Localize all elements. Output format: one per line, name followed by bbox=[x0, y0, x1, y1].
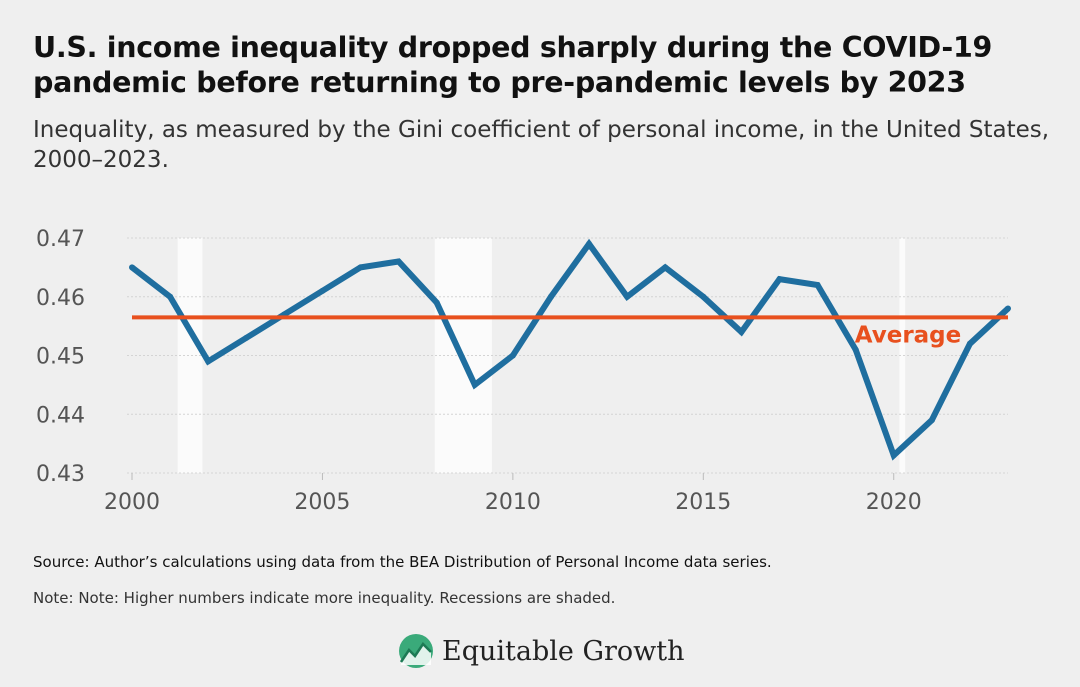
data-point-2005 bbox=[319, 287, 326, 294]
x-axis-ticks: 2000 2005 2010 2015 2020 bbox=[104, 473, 922, 515]
data-point-2008 bbox=[433, 299, 440, 306]
data-point-2002 bbox=[205, 358, 212, 365]
x-tick-label: 2010 bbox=[485, 490, 541, 515]
x-tick-label: 2005 bbox=[294, 490, 350, 515]
gridlines bbox=[127, 237, 1008, 474]
data-point-2007 bbox=[395, 258, 402, 265]
data-point-2023 bbox=[1005, 305, 1011, 312]
data-point-2015 bbox=[700, 293, 707, 300]
data-point-2009 bbox=[471, 381, 478, 388]
line-chart: 0.43 0.44 0.45 0.46 0.47 2000 2005 2010 2015 202… bbox=[36, 227, 1011, 515]
data-point-2017 bbox=[776, 276, 783, 283]
x-tick-label: 2020 bbox=[866, 490, 922, 515]
data-point-2021 bbox=[928, 417, 935, 424]
series-line-gini bbox=[130, 238, 1011, 461]
y-tick-label: 0.46 bbox=[36, 286, 85, 311]
x-tick-label: 2015 bbox=[675, 490, 731, 515]
y-tick-label: 0.44 bbox=[36, 403, 85, 428]
data-point-2010 bbox=[509, 352, 516, 359]
data-point-2012 bbox=[586, 240, 593, 247]
brand-name: Equitable Growth bbox=[442, 635, 685, 667]
data-point-2018 bbox=[814, 282, 821, 288]
y-tick-label: 0.45 bbox=[36, 345, 85, 370]
source-note: Source: Author’s calculations using data… bbox=[33, 553, 772, 571]
chart-note: Note: Note: Higher numbers indicate more… bbox=[33, 589, 616, 607]
data-point-2022 bbox=[966, 340, 973, 347]
data-point-2006 bbox=[357, 264, 364, 271]
data-point-2013 bbox=[624, 293, 631, 300]
x-tick-label: 2000 bbox=[104, 490, 160, 515]
data-point-2014 bbox=[662, 264, 669, 271]
data-point-2001 bbox=[167, 293, 174, 300]
y-tick-label: 0.47 bbox=[36, 227, 85, 252]
brand-logo: Equitable Growth bbox=[398, 633, 685, 669]
series-layer bbox=[129, 238, 1011, 461]
data-point-2003 bbox=[243, 334, 250, 341]
y-axis-ticks: 0.43 0.44 0.45 0.46 0.47 bbox=[36, 227, 85, 487]
growth-logo-icon bbox=[399, 634, 433, 668]
chart-title: U.S. income inequality dropped sharply d… bbox=[33, 31, 993, 99]
data-point-2016 bbox=[738, 329, 745, 335]
chart-subtitle: Inequality, as measured by the Gini coef… bbox=[33, 117, 1050, 173]
recession-band-2 bbox=[899, 238, 906, 473]
data-point-2020 bbox=[890, 452, 897, 459]
data-point-2011 bbox=[547, 293, 554, 300]
recession-band-0 bbox=[177, 238, 203, 473]
average-layer: Average bbox=[132, 315, 1008, 348]
data-point-2000 bbox=[129, 264, 135, 271]
average-label: Average bbox=[855, 322, 962, 348]
y-tick-label: 0.43 bbox=[36, 462, 85, 487]
data-point-2019 bbox=[852, 346, 859, 353]
